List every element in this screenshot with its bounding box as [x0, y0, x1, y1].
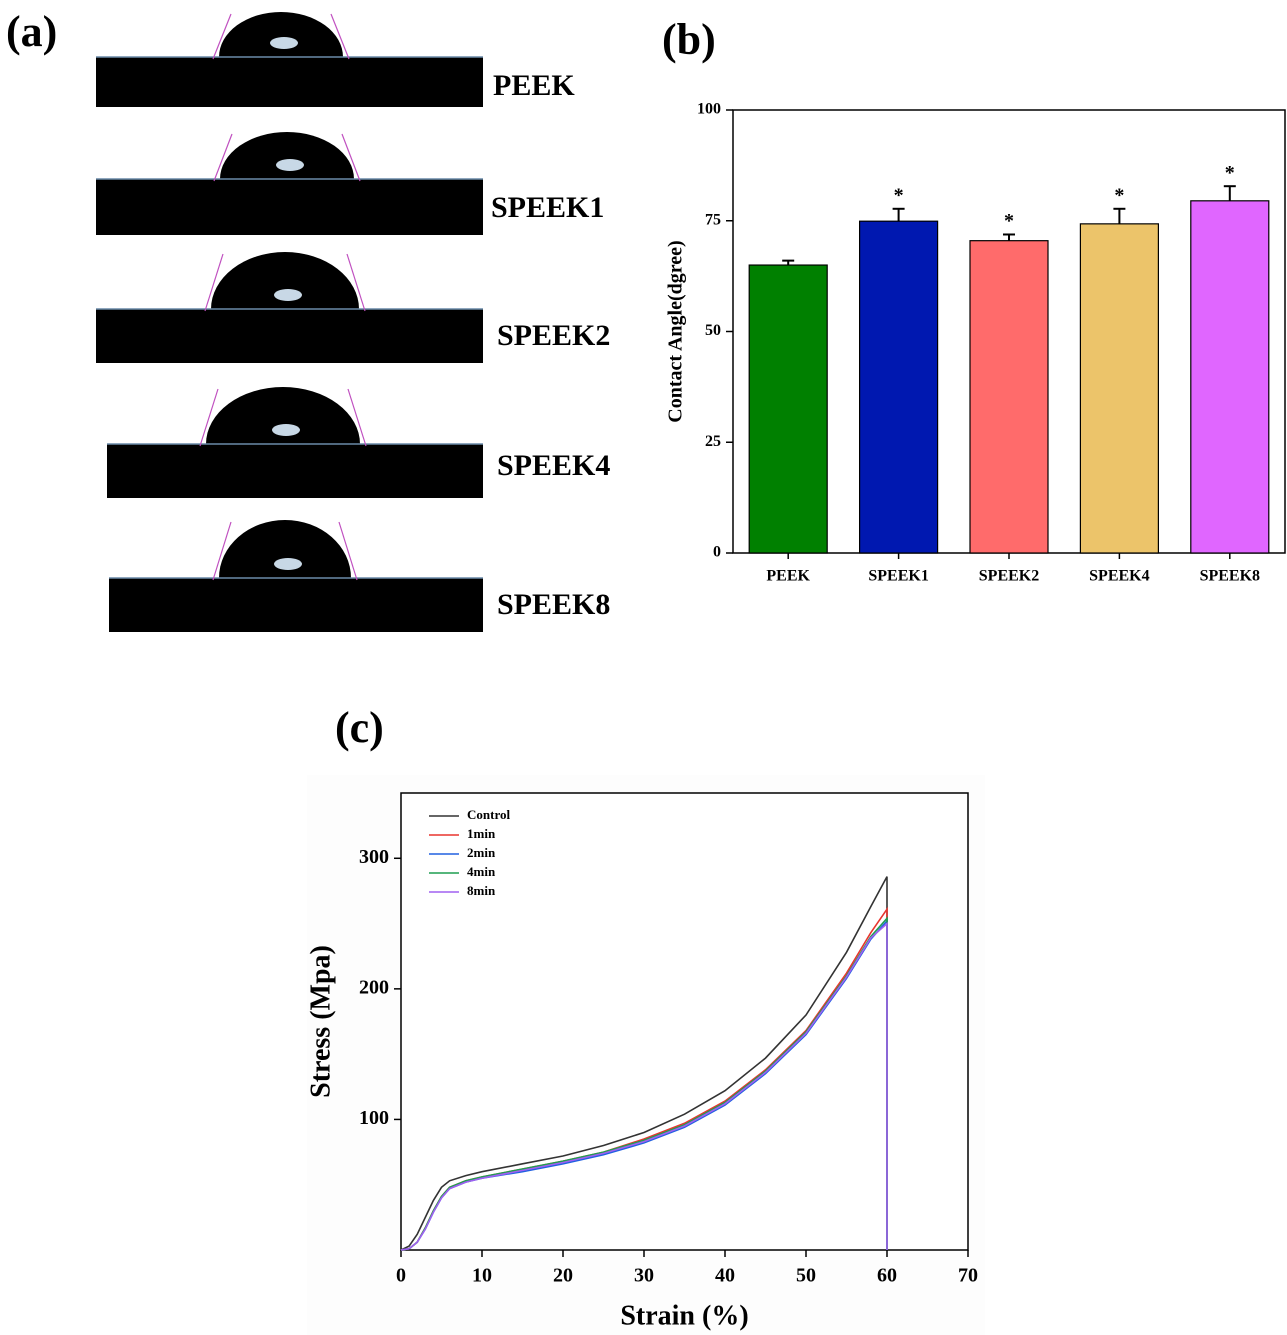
tangent [330, 13, 350, 60]
x-tick-label: SPEEK8 [1200, 568, 1260, 585]
legend-label: 1min [467, 826, 496, 841]
bar [1190, 200, 1270, 554]
droplet [219, 520, 351, 578]
substrate [107, 444, 483, 498]
line-series [400, 921, 888, 1251]
tangent [338, 521, 358, 581]
sample-label: SPEEK2 [497, 319, 610, 352]
significance-mark: * [1004, 210, 1014, 232]
y-tick-label: 100 [697, 101, 721, 118]
substrate [96, 309, 483, 363]
droplet [220, 132, 354, 179]
x-tick-label: 30 [634, 1265, 654, 1287]
x-tick-label: PEEK [766, 568, 810, 585]
panel-label: (c) [335, 703, 384, 752]
reflection [272, 424, 300, 436]
tangent [199, 388, 219, 447]
reflection [270, 37, 298, 49]
significance-mark: * [894, 184, 904, 206]
x-tick-label: 10 [472, 1265, 492, 1287]
panel-label: (b) [662, 15, 716, 64]
tangent [212, 13, 232, 60]
reflection [274, 558, 302, 570]
plot-frame [400, 792, 969, 1251]
y-axis-title: Stress (Mpa) [305, 945, 336, 1098]
line-series [400, 876, 888, 1251]
legend-label: 4min [467, 864, 496, 879]
y-tick-label: 100 [359, 1107, 389, 1129]
x-tick-label: 60 [877, 1265, 897, 1287]
x-tick-label: 40 [715, 1265, 735, 1287]
x-tick-label: 70 [958, 1265, 978, 1287]
tangent [213, 133, 233, 182]
droplet [211, 252, 359, 309]
significance-mark: * [1114, 184, 1124, 206]
tangent [341, 133, 361, 182]
x-tick-label: SPEEK1 [868, 568, 928, 585]
bar [969, 240, 1049, 554]
reflection [276, 159, 304, 171]
y-tick-label: 300 [359, 846, 389, 868]
tangent [212, 521, 232, 581]
x-tick-label: 0 [396, 1265, 406, 1287]
y-tick-label: 0 [713, 544, 721, 561]
bar [858, 220, 939, 554]
legend-label: 8min [467, 883, 496, 898]
droplet [219, 12, 343, 57]
tangent [346, 253, 366, 312]
substrate [96, 57, 483, 107]
sample-label: SPEEK1 [491, 191, 604, 224]
y-axis-title: Contact Angle(dgree) [665, 240, 687, 422]
x-axis-title: Strain (%) [620, 1300, 748, 1331]
y-tick-label: 25 [705, 433, 721, 450]
x-tick-label: SPEEK2 [979, 568, 1039, 585]
bar [748, 264, 828, 554]
sample-label: PEEK [493, 69, 575, 102]
sample-label: SPEEK8 [497, 588, 610, 621]
sample-label: SPEEK4 [497, 449, 610, 482]
y-tick-label: 200 [359, 976, 389, 998]
tangent [204, 253, 224, 312]
substrate [109, 578, 483, 632]
x-tick-label: SPEEK4 [1089, 568, 1149, 585]
x-tick-label: 20 [553, 1265, 573, 1287]
droplet [206, 387, 360, 444]
reflection [274, 289, 302, 301]
significance-mark: * [1225, 162, 1235, 184]
y-tick-label: 50 [705, 322, 721, 339]
x-tick-label: 50 [796, 1265, 816, 1287]
y-tick-label: 75 [705, 211, 721, 228]
tangent [347, 388, 367, 447]
substrate [96, 179, 483, 235]
legend-label: Control [467, 807, 510, 822]
panel-label: (a) [6, 7, 57, 56]
legend-label: 2min [467, 845, 496, 860]
bar [1079, 223, 1160, 554]
